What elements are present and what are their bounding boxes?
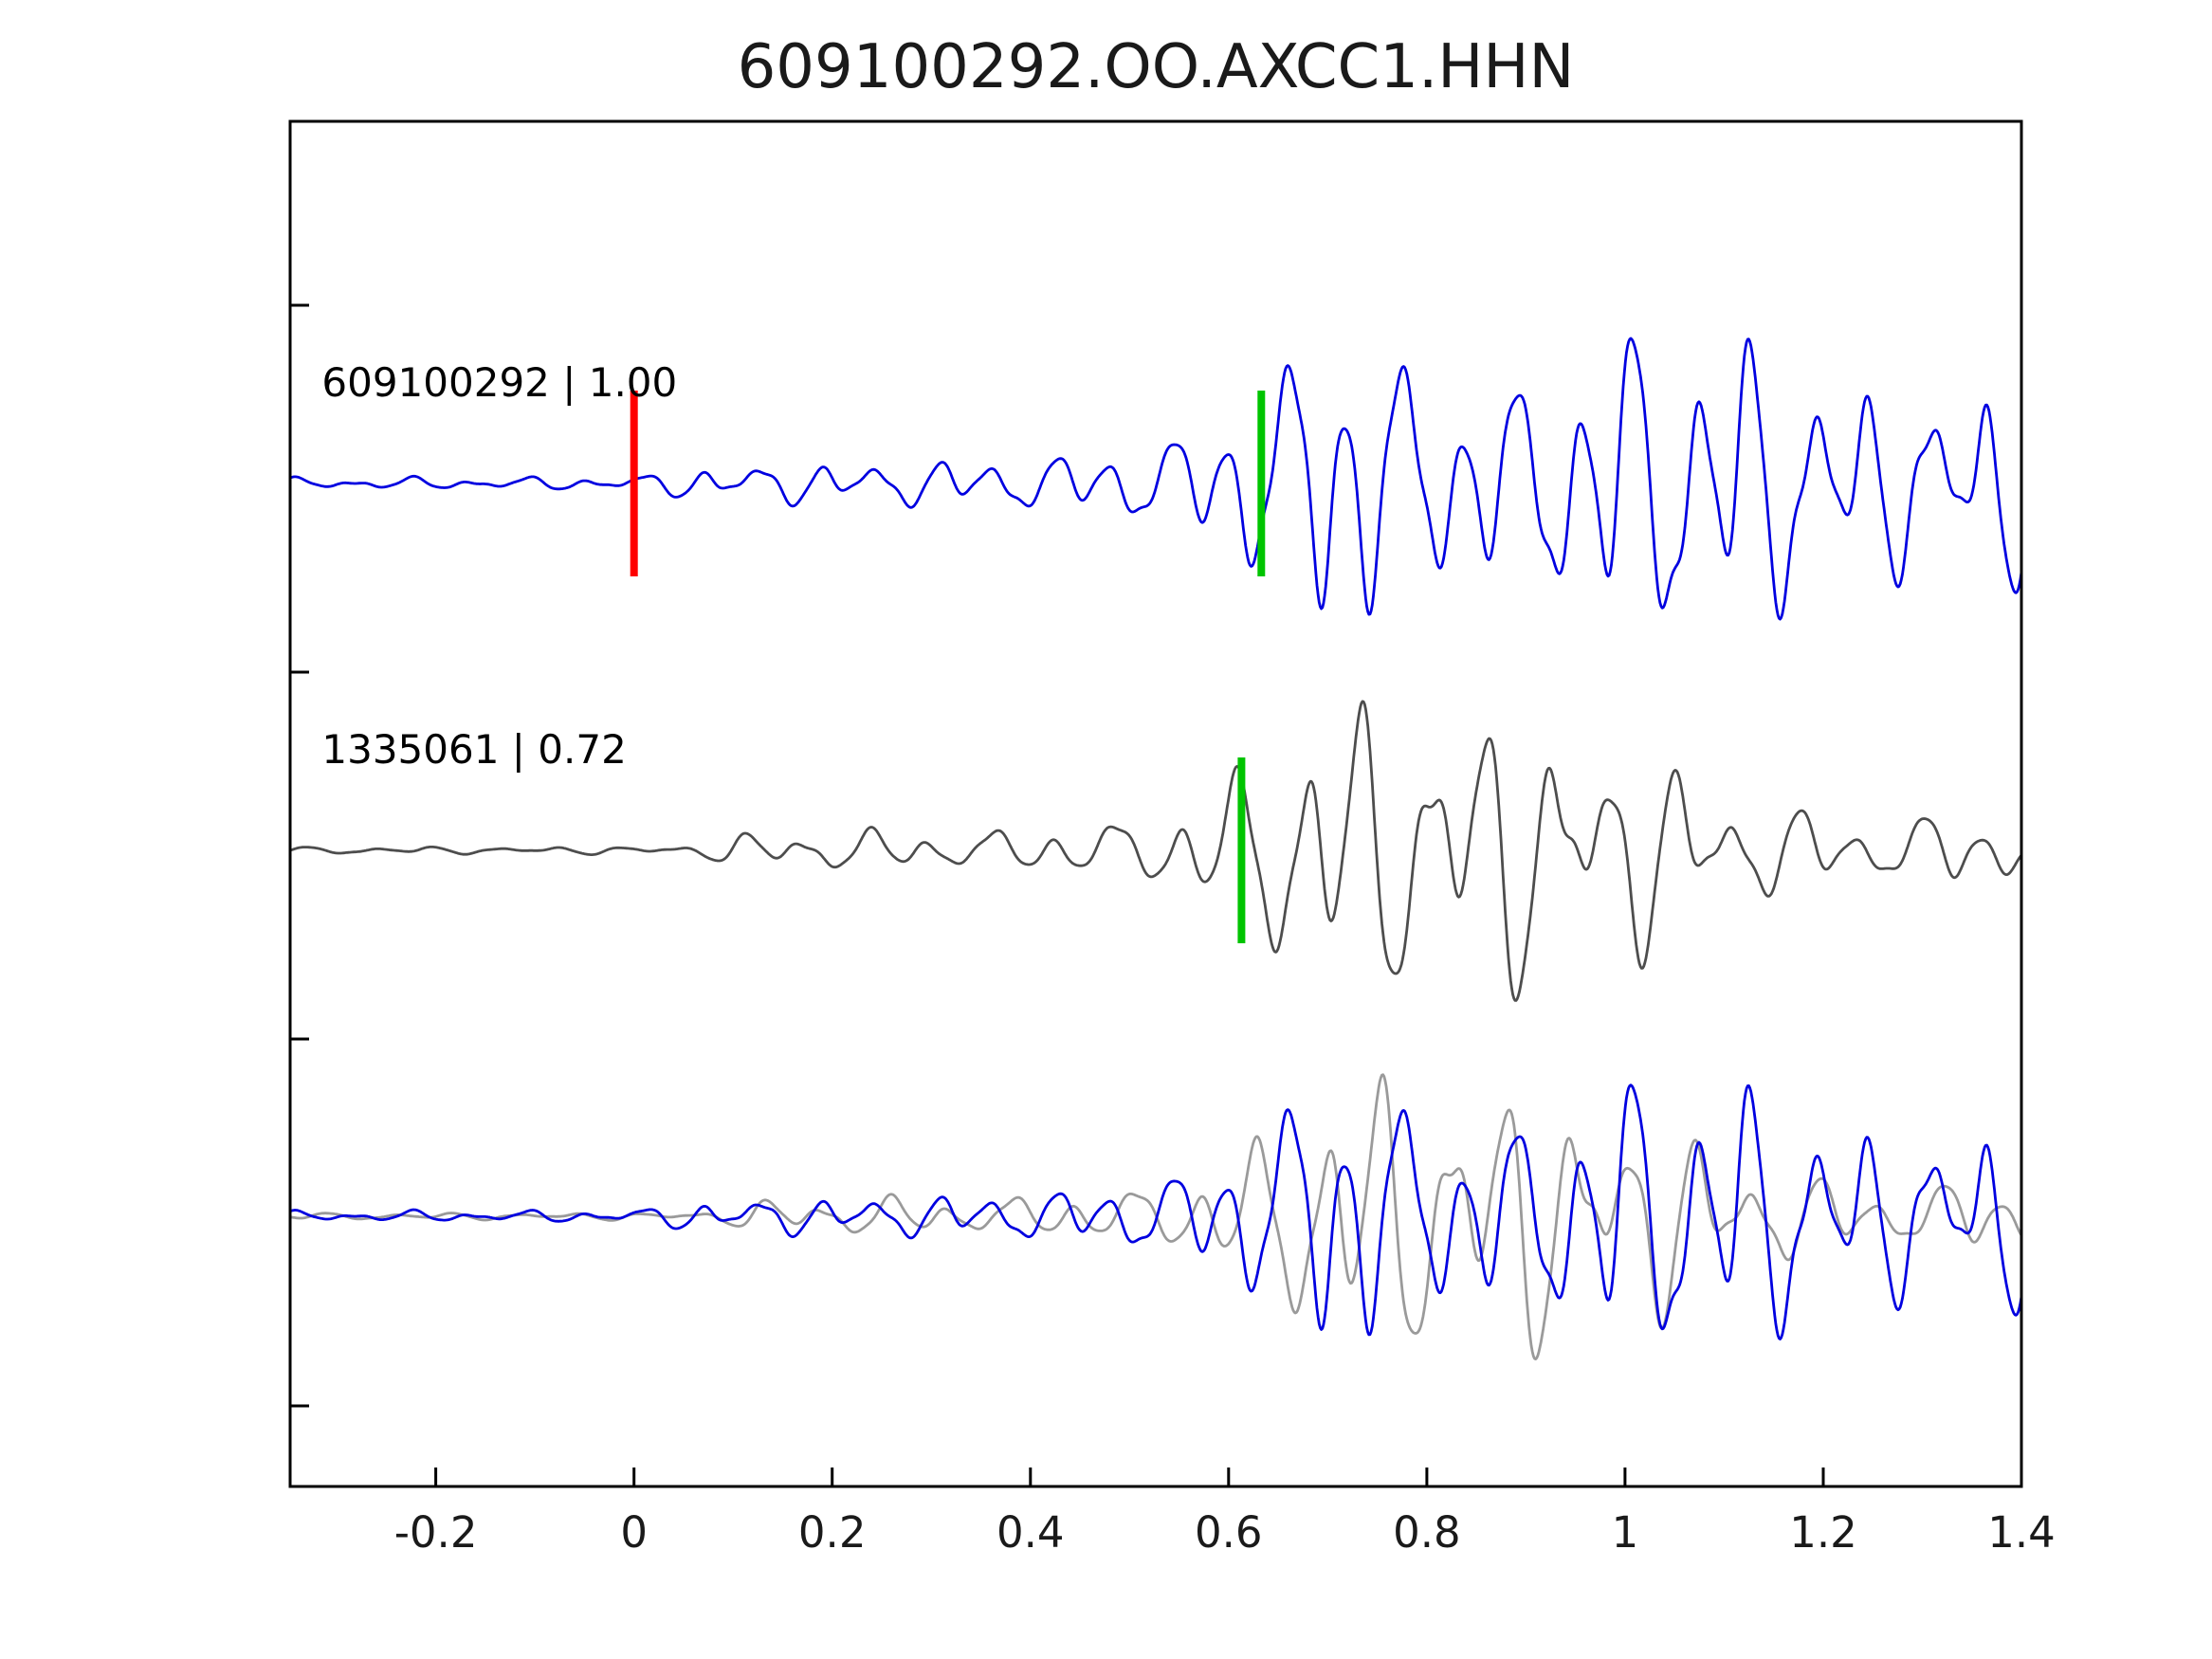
- x-tick-label: 0.6: [1195, 1507, 1263, 1558]
- tick-labels-group: -0.2 0 0.2 0.4 0.6 0.8 1 1.2 1.4: [394, 1507, 2056, 1558]
- traces-group: [289, 337, 2023, 1360]
- x-tick-label: 0.2: [798, 1507, 867, 1558]
- trace-waveform: [289, 337, 2023, 621]
- trace-label: 1335061 | 0.72: [321, 726, 626, 773]
- trace-labels-group: 609100292 | 1.00 1335061 | 0.72: [321, 359, 677, 773]
- x-tick-label: 1.2: [1789, 1507, 1857, 1558]
- x-tick-label: 1: [1612, 1507, 1639, 1558]
- axis-ticks-group: [290, 303, 2023, 1486]
- x-tick-label: 0.4: [996, 1507, 1065, 1558]
- trace-waveform: [289, 1073, 2023, 1360]
- x-tick-label: 0.8: [1393, 1507, 1461, 1558]
- trace-label: 609100292 | 1.00: [321, 359, 677, 406]
- x-tick-label: 1.4: [1987, 1507, 2056, 1558]
- trace-waveform: [289, 1084, 2023, 1340]
- x-tick-label: -0.2: [394, 1507, 478, 1558]
- figure-title: 609100292.OO.AXCC1.HHN: [738, 32, 1575, 102]
- axes-box: [288, 119, 2023, 1488]
- trace-waveform: [289, 700, 2023, 1002]
- x-tick-label: 0: [620, 1507, 648, 1558]
- pick-markers-group: [630, 391, 1266, 943]
